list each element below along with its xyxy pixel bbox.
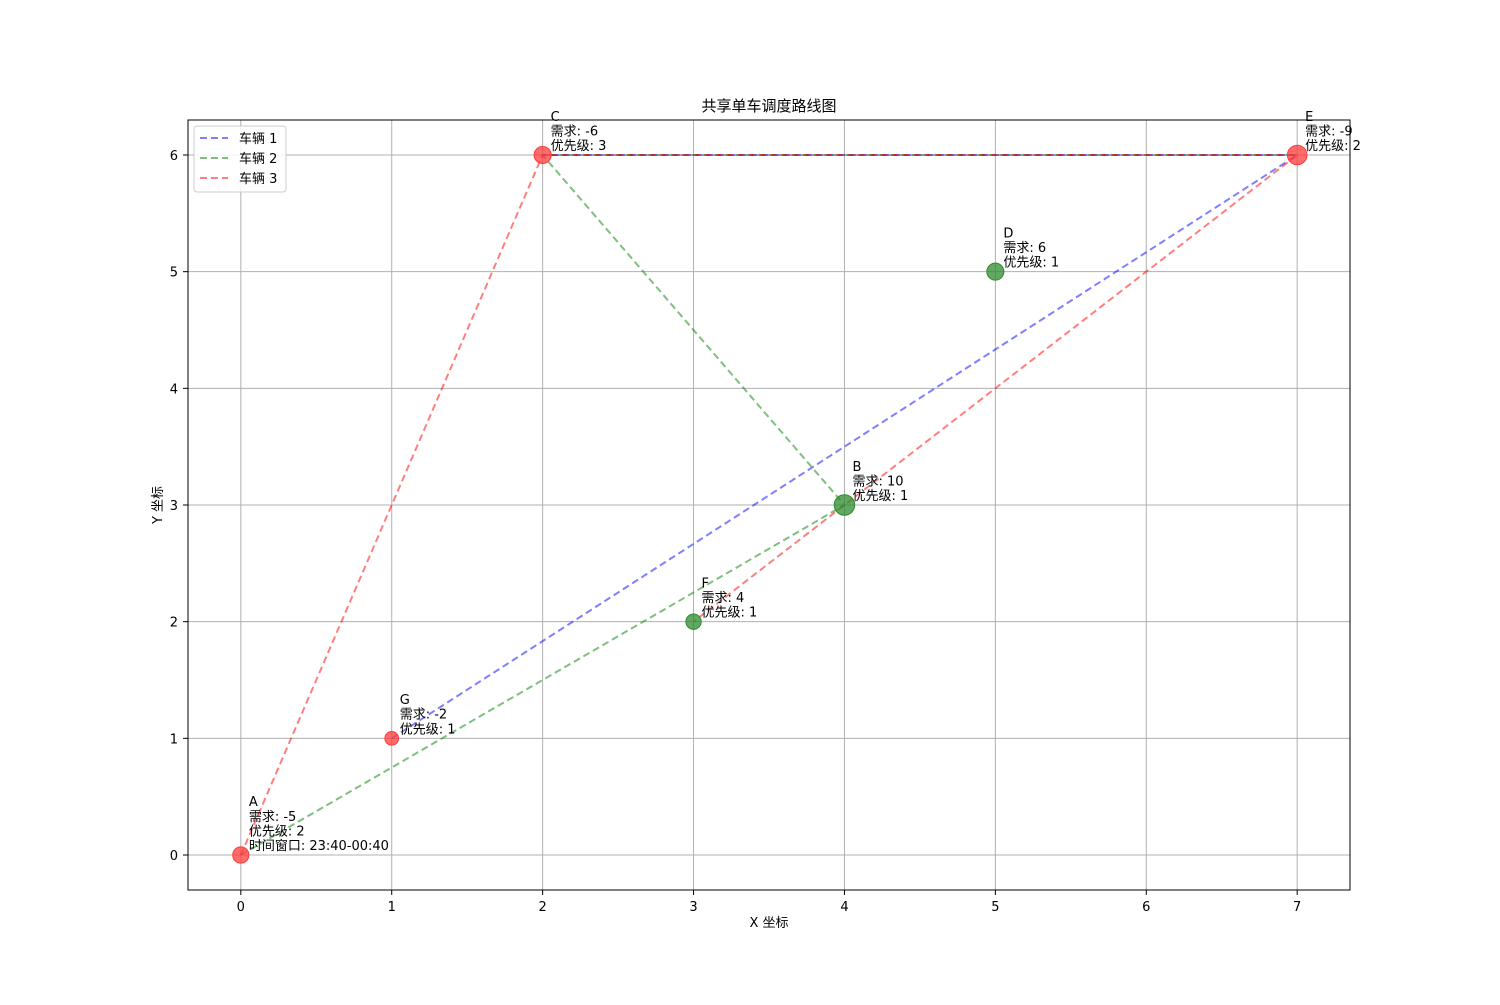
point-label-A: A	[249, 795, 258, 810]
legend-label: 车辆 2	[239, 151, 277, 167]
x-tick-label: 2	[538, 900, 546, 915]
x-tick-label: 5	[991, 900, 999, 915]
route-lines	[239, 154, 1301, 856]
point-label-C: C	[551, 110, 560, 125]
point-B	[833, 494, 856, 516]
point-D	[986, 262, 1005, 281]
point-label-F: 需求: 4	[702, 591, 745, 606]
point-label-C: 需求: -6	[551, 124, 598, 139]
demand-points	[232, 144, 1308, 864]
point-F	[685, 613, 702, 630]
point-label-D: D	[1003, 226, 1013, 241]
point-label-A: 优先级: 2	[249, 824, 305, 839]
point-label-A: 时间窗口: 23:40-00:40	[249, 838, 389, 854]
point-label-G: 需求: -2	[400, 708, 447, 723]
point-label-E: 需求: -9	[1305, 124, 1352, 139]
point-label-F: F	[702, 576, 709, 591]
point-G	[384, 730, 400, 746]
point-label-A: 需求: -5	[249, 810, 296, 825]
chart-title: 共享单车调度路线图	[701, 97, 836, 115]
x-tick-label: 3	[689, 900, 697, 915]
point-label-G: G	[400, 693, 410, 708]
y-tick-label: 1	[170, 732, 178, 747]
point-C	[533, 145, 552, 165]
route-line-vehicle-3	[239, 154, 1301, 856]
y-tick-label: 6	[170, 149, 178, 164]
y-axis-title: Y 坐标	[151, 486, 166, 525]
point-label-E: E	[1305, 110, 1313, 125]
point-label-C: 优先级: 3	[551, 139, 607, 154]
point-label-G: 优先级: 1	[400, 722, 456, 737]
legend: 车辆 1 车辆 2 车辆 3	[193, 125, 287, 193]
point-label-B: 需求: 10	[852, 474, 903, 489]
point-label-D: 需求: 6	[1003, 241, 1046, 256]
point-label-D: 优先级: 1	[1003, 256, 1059, 271]
x-tick-label: 4	[840, 900, 848, 915]
point-label-B: 优先级: 1	[852, 489, 908, 504]
x-tick-label: 1	[388, 900, 396, 915]
legend-label: 车辆 3	[239, 171, 277, 187]
legend-label: 车辆 1	[239, 131, 277, 147]
y-tick-label: 0	[170, 849, 178, 864]
point-label-F: 优先级: 1	[702, 606, 758, 621]
legend-box	[193, 125, 287, 193]
x-tick-label: 0	[237, 900, 245, 915]
y-tick-label: 3	[170, 499, 178, 514]
axis-ticks: 0 1 2 3 4 5 6 7 0 1 2 3 4 5 6	[170, 149, 1302, 915]
y-tick-label: 5	[170, 266, 178, 281]
y-tick-label: 2	[170, 616, 178, 631]
point-A	[232, 846, 250, 864]
x-tick-label: 6	[1142, 900, 1150, 915]
grid	[188, 120, 1350, 890]
x-axis-title: X 坐标	[749, 916, 788, 931]
point-label-B: B	[852, 460, 861, 475]
x-tick-label: 7	[1293, 900, 1301, 915]
point-E	[1286, 144, 1308, 166]
y-tick-label: 4	[170, 382, 178, 397]
route-line-vehicle-2	[240, 154, 1298, 856]
point-label-E: 优先级: 2	[1305, 139, 1361, 154]
